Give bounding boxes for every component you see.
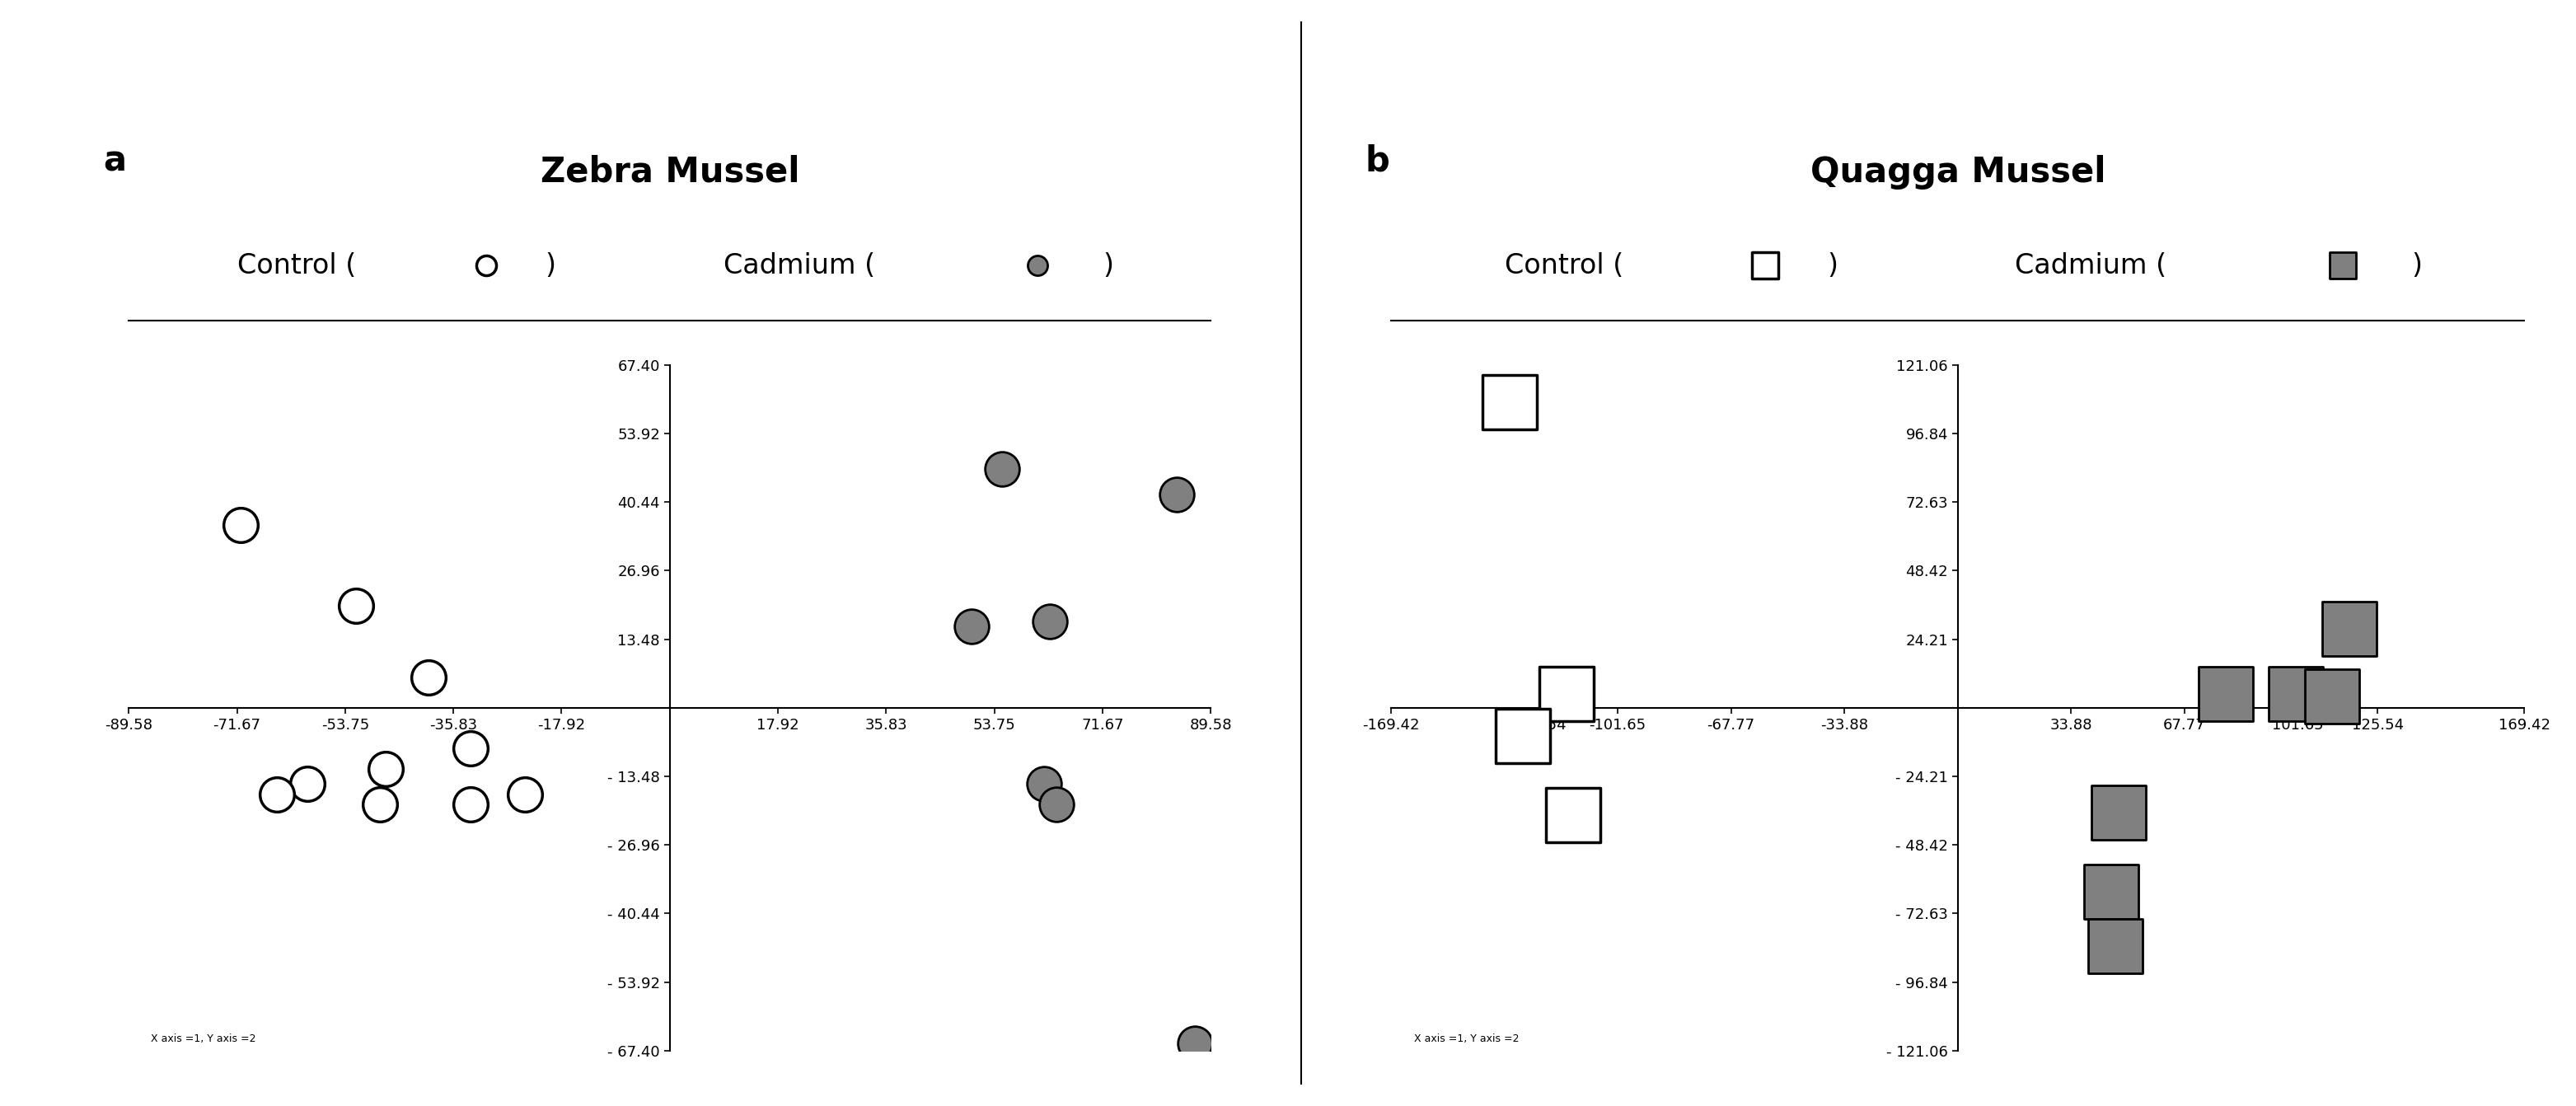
Point [1502,728,1543,745]
Point [505,785,546,803]
Point [222,515,263,533]
Text: Zebra Mussel: Zebra Mussel [541,155,799,189]
Text: ): ) [1826,252,1839,279]
Text: Control (: Control ( [237,252,355,279]
Point [2094,937,2136,954]
Point [358,795,399,813]
Point [286,775,327,793]
Point [2205,685,2246,702]
Text: Quagga Mussel: Quagga Mussel [1811,155,2105,189]
Text: ): ) [2411,252,2421,279]
Text: X axis =1, Y axis =2: X axis =1, Y axis =2 [149,1033,255,1044]
Point [407,668,448,686]
Text: Cadmium (: Cadmium ( [724,252,876,279]
Point [2275,685,2316,702]
Point [366,760,407,778]
Point [1553,806,1595,824]
Text: a: a [103,144,126,178]
Point [1175,1035,1216,1053]
Point [981,460,1023,478]
Point [1546,685,1587,702]
Point [1744,257,1785,274]
Point [2311,688,2352,706]
Point [951,617,992,635]
Text: ): ) [546,252,556,279]
Text: Cadmium (: Cadmium ( [2014,252,2166,279]
Point [2329,619,2370,637]
Point [1018,257,1059,274]
Point [1023,775,1064,793]
Point [1489,393,1530,410]
Point [1157,486,1198,503]
Text: ): ) [1103,252,1113,279]
Text: Control (: Control ( [1504,252,1623,279]
Point [335,597,376,615]
Point [451,740,492,758]
Point [2324,257,2365,274]
Point [2092,883,2133,900]
Point [1030,613,1072,630]
Point [2097,804,2138,822]
Text: X axis =1, Y axis =2: X axis =1, Y axis =2 [1414,1033,1520,1044]
Text: b: b [1365,144,1391,178]
Point [451,795,492,813]
Point [1036,795,1077,813]
Point [258,785,299,803]
Point [466,257,507,274]
